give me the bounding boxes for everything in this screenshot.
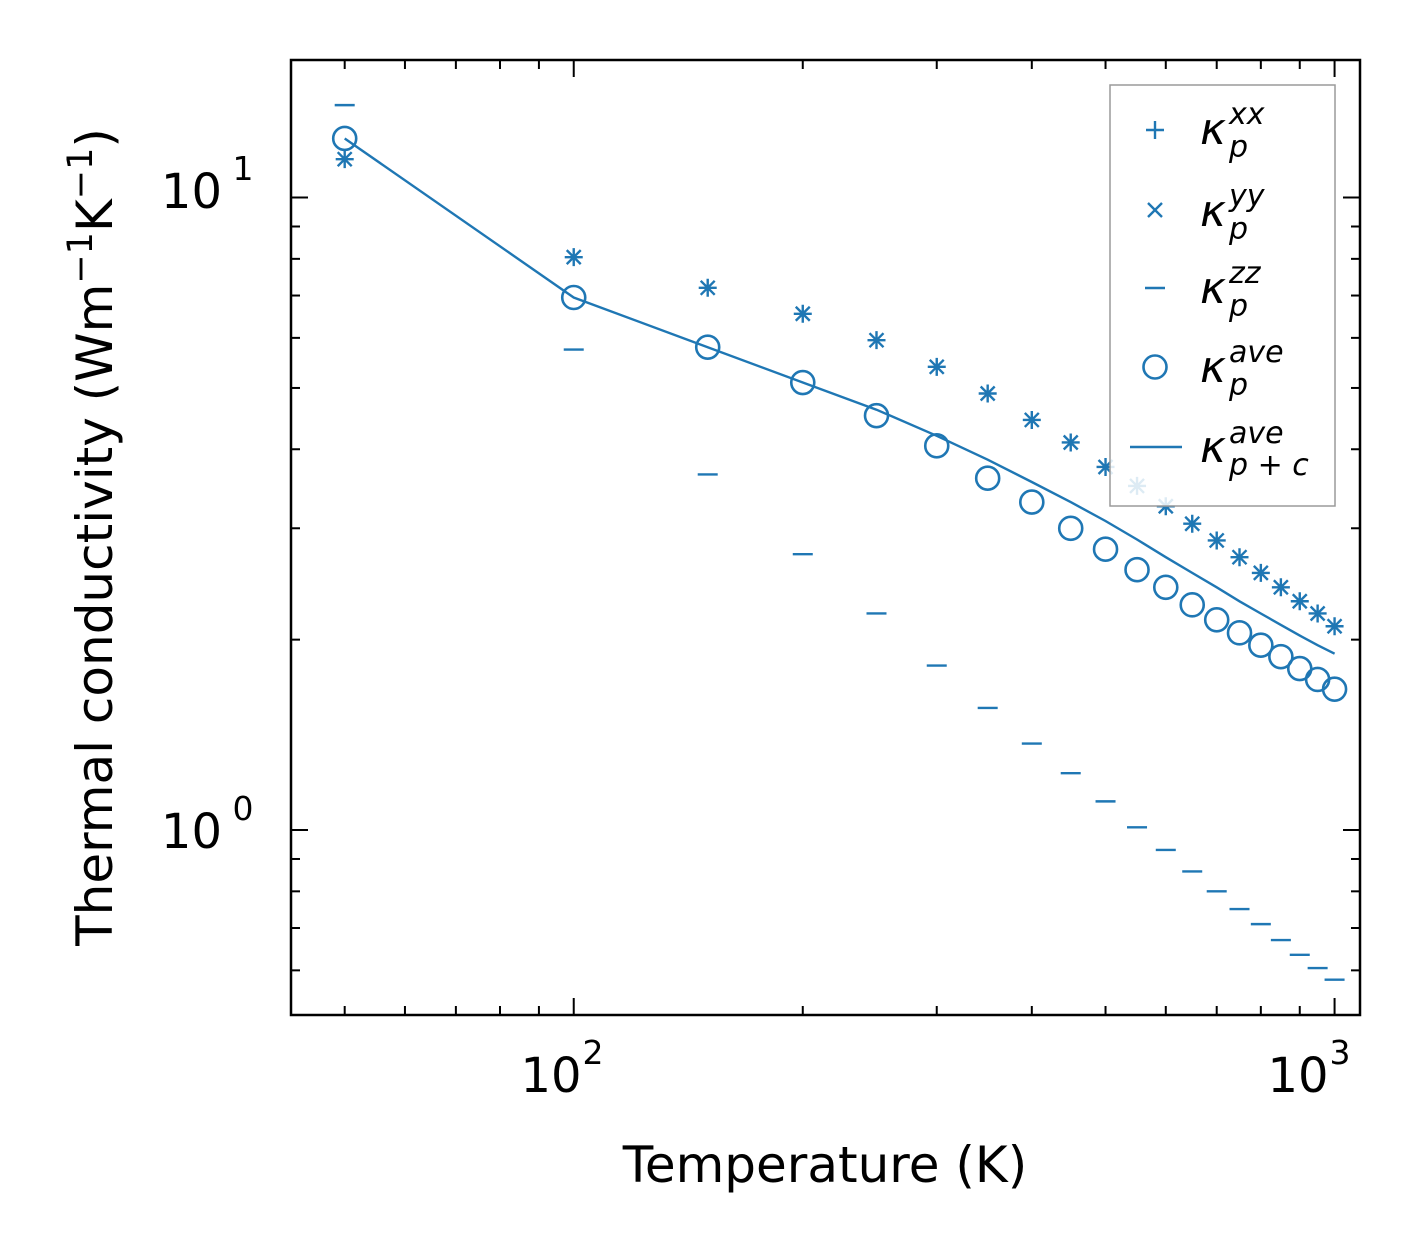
data-point xyxy=(1309,605,1326,622)
data-point xyxy=(868,332,885,349)
legend-sup: xx xyxy=(1228,97,1265,132)
y-axis-title-mid: K xyxy=(66,198,124,232)
data-point xyxy=(928,358,945,375)
legend-sub: p xyxy=(1228,368,1248,403)
data-point xyxy=(1184,515,1201,532)
legend-sup: ave xyxy=(1229,335,1284,370)
data-point xyxy=(1023,412,1040,428)
data-point xyxy=(1057,515,1084,542)
y-tick-label-base: 10 xyxy=(161,164,222,220)
data-point xyxy=(331,125,358,152)
data-point xyxy=(1273,579,1289,596)
data-point xyxy=(794,305,811,322)
data-point xyxy=(1179,592,1206,618)
x-tick-label-exp: 2 xyxy=(583,1033,604,1072)
data-point xyxy=(979,385,996,402)
legend-handles xyxy=(1130,121,1182,449)
data-point xyxy=(1226,620,1253,646)
data-point xyxy=(565,249,582,265)
data-point xyxy=(1248,632,1274,658)
y-tick-label-10: 10 1 xyxy=(161,149,254,220)
major-ticks xyxy=(291,60,1360,1015)
legend-symbol: κ xyxy=(1200,422,1226,473)
data-point xyxy=(789,369,816,396)
series-2 xyxy=(334,103,1345,981)
legend-sup: ave xyxy=(1229,416,1284,451)
legend-handle-circle xyxy=(1142,354,1168,380)
y-tick-label-exp: 1 xyxy=(233,149,254,188)
x-tick-label-base: 10 xyxy=(1267,1048,1328,1104)
legend-entry-kxx: κ xx p xyxy=(1200,97,1265,165)
data-point xyxy=(1208,532,1225,549)
x-tick-label-1000: 10 3 xyxy=(1267,1033,1350,1104)
data-point xyxy=(694,334,721,360)
legend-sup: yy xyxy=(1228,179,1266,214)
data-point xyxy=(560,284,587,311)
y-tick-label-base: 10 xyxy=(161,804,222,860)
legend-sub: p xyxy=(1228,130,1248,165)
data-point xyxy=(336,151,353,168)
y-axis-title-end: ) xyxy=(66,128,124,148)
data-point xyxy=(923,433,950,459)
series-4 xyxy=(344,137,1336,655)
y-axis-title-base: Thermal conductivity (Wm xyxy=(66,284,124,947)
data-point xyxy=(1203,606,1230,633)
data-point xyxy=(1062,434,1079,451)
x-tick-label-base: 10 xyxy=(520,1048,581,1104)
y-axis-title-sup2: −1 xyxy=(61,148,101,200)
y-tick-label-1: 10 0 xyxy=(161,789,254,860)
legend-symbol: κ xyxy=(1200,104,1226,155)
data-point xyxy=(1291,593,1308,610)
data-point xyxy=(1124,556,1150,583)
legend-sub: p xyxy=(1228,212,1248,247)
plot-frame xyxy=(289,58,1362,1017)
data-point xyxy=(1321,676,1348,702)
series-line xyxy=(344,137,1336,655)
legend-entry-kpc-ave: κ ave p + c xyxy=(1200,416,1309,483)
x-tick-label-100: 10 2 xyxy=(520,1033,603,1104)
legend-sup: zz xyxy=(1228,256,1262,291)
data-point xyxy=(1268,643,1294,670)
legend-symbol: κ xyxy=(1200,342,1226,393)
legend-symbol: κ xyxy=(1200,186,1226,237)
data-point xyxy=(699,279,716,296)
data-point xyxy=(1252,565,1269,581)
legend-entry-kyy: κ yy p xyxy=(1200,179,1266,247)
x-tick-label-exp: 3 xyxy=(1330,1033,1351,1072)
legend-symbol: κ xyxy=(1200,263,1226,314)
minor-ticks xyxy=(291,60,1360,1015)
legend-entry-kave: κ ave p xyxy=(1200,335,1284,403)
data-point xyxy=(1092,536,1119,562)
data-point xyxy=(1019,489,1045,515)
legend-handle-x xyxy=(1147,202,1163,218)
y-axis-title-sup1: −1 xyxy=(61,232,101,284)
y-axis-title: Thermal conductivity (Wm−1K−1) xyxy=(61,128,124,947)
legend: κ xx p κ yy p κ zz p κ ave p κ ave p + c xyxy=(1109,84,1336,507)
legend-sub: p + c xyxy=(1228,448,1309,483)
data-point xyxy=(1326,618,1343,635)
legend-sub: p xyxy=(1228,289,1248,324)
x-axis-title: Temperature (K) xyxy=(622,1136,1027,1194)
legend-box xyxy=(1109,84,1336,507)
series-3 xyxy=(331,125,1348,702)
legend-handle-plus xyxy=(1146,121,1164,139)
y-tick-label-exp: 0 xyxy=(233,789,254,828)
data-point xyxy=(1231,549,1248,566)
data-point xyxy=(974,465,1001,491)
data-point xyxy=(1152,574,1179,601)
legend-entry-kzz: κ zz p xyxy=(1200,256,1262,324)
